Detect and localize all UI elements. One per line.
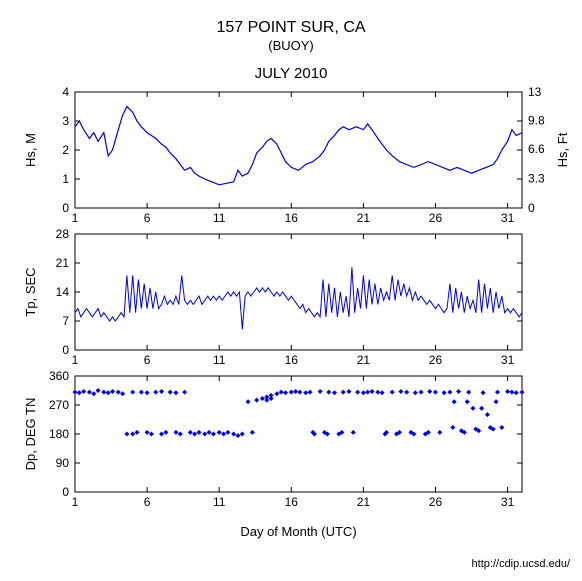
- panel1-xtick: 21: [357, 211, 371, 225]
- panel2-series: [75, 267, 522, 329]
- panel1-ytick: 1: [62, 172, 69, 186]
- panel1-y2tick: 3.3: [528, 172, 545, 186]
- panel3-ytick: 180: [49, 427, 69, 441]
- panel3-xtick: 16: [285, 495, 299, 509]
- panel1-xtick: 26: [429, 211, 443, 225]
- panel2-ylabel-left: Tp, SEC: [23, 267, 38, 316]
- panel1-series: [75, 107, 522, 185]
- panel3-ytick: 360: [49, 369, 69, 383]
- panel2-xtick: 31: [501, 353, 515, 367]
- panel2-ytick: 28: [56, 227, 70, 241]
- panel3-xtick: 1: [72, 495, 79, 509]
- panel1-xtick: 1: [72, 211, 79, 225]
- chart-subtitle: (BUOY): [268, 38, 314, 53]
- panel3-ytick: 90: [56, 456, 70, 470]
- panel2-xtick: 21: [357, 353, 371, 367]
- panel1-ytick: 3: [62, 114, 69, 128]
- panel2-xtick: 6: [144, 353, 151, 367]
- panel3-xtick: 26: [429, 495, 443, 509]
- panel1-ytick: 0: [62, 201, 69, 215]
- panel2-ytick: 21: [56, 256, 70, 270]
- panel2-xtick: 1: [72, 353, 79, 367]
- x-axis-label: Day of Month (UTC): [240, 524, 356, 539]
- panel1-ylabel-right: Hs, Ft: [555, 132, 570, 167]
- panel1-xtick: 6: [144, 211, 151, 225]
- footer-credit: http://cdip.ucsd.edu/: [472, 558, 571, 570]
- buoy-chart: 157 POINT SUR, CA(BUOY)JULY 201001234Hs,…: [0, 0, 582, 581]
- panel1-y2tick: 6.6: [528, 142, 545, 156]
- panel1-xtick: 16: [285, 211, 299, 225]
- panel3-xtick: 11: [213, 495, 226, 509]
- panel2-ytick: 7: [62, 314, 69, 328]
- panel1-xtick: 31: [501, 211, 515, 225]
- panel3-ylabel-left: Dp, DEG TN: [23, 398, 38, 471]
- panel1-xtick: 11: [213, 211, 226, 225]
- chart-month: JULY 2010: [255, 65, 328, 82]
- panel1-y2tick: 13: [528, 85, 542, 99]
- panel2-ytick: 0: [62, 343, 69, 357]
- panel1-y2tick: 0: [528, 201, 535, 215]
- panel3-xtick: 6: [144, 495, 151, 509]
- panel2-xtick: 26: [429, 353, 443, 367]
- panel2-ytick: 14: [56, 285, 70, 299]
- panel2-xtick: 11: [213, 353, 226, 367]
- panel3-xtick: 31: [501, 495, 515, 509]
- panel1-ylabel-left: Hs, M: [23, 133, 38, 167]
- panel3-xtick: 21: [357, 495, 371, 509]
- panel1-ytick: 4: [62, 85, 69, 99]
- panel1-y2tick: 9.8: [528, 114, 545, 128]
- panel3-series: [73, 388, 525, 438]
- panel2-xtick: 16: [285, 353, 299, 367]
- chart-title: 157 POINT SUR, CA: [216, 19, 365, 36]
- panel1-ytick: 2: [62, 143, 69, 157]
- panel3-ytick: 0: [62, 485, 69, 499]
- panel1-frame: [75, 92, 522, 208]
- panel3-ytick: 270: [49, 398, 69, 412]
